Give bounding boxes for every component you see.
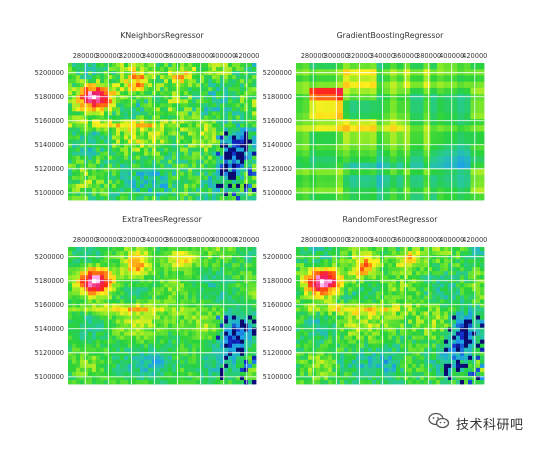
y-tick-label: 5100000 [263, 189, 292, 197]
watermark-text: 技术科研吧 [456, 417, 524, 433]
y-tick-label: 5200000 [263, 253, 292, 261]
subplot-3: 2800003000003200003400003600003800004000… [35, 215, 259, 385]
y-tick-label: 5160000 [35, 117, 64, 125]
subplot-title: RandomForestRegressor [343, 215, 439, 224]
x-tick-label: 320000 [119, 52, 144, 60]
y-tick-label: 5160000 [35, 301, 64, 309]
x-tick-label: 340000 [142, 52, 167, 60]
watermark: 技术科研吧 [428, 412, 524, 434]
y-tick-label: 5100000 [263, 373, 292, 381]
y-tick-label: 5100000 [35, 373, 64, 381]
x-tick-label: 380000 [188, 236, 213, 244]
x-tick-label: 320000 [347, 52, 372, 60]
x-tick-label: 300000 [96, 236, 121, 244]
x-tick-label: 380000 [188, 52, 213, 60]
x-tick-label: 320000 [347, 236, 372, 244]
y-tick-label: 5180000 [263, 277, 292, 285]
y-tick-label: 5160000 [263, 117, 292, 125]
x-tick-label: 380000 [416, 52, 441, 60]
subplot-title: GradientBoostingRegressor [337, 31, 445, 40]
x-tick-label: 340000 [370, 236, 395, 244]
subplot-title: KNeighborsRegressor [120, 31, 204, 40]
wechat-icon [428, 412, 450, 434]
heatmap-image [296, 247, 485, 385]
subplot-2: 2800003000003200003400003600003800004000… [263, 31, 487, 201]
x-tick-label: 300000 [324, 52, 349, 60]
x-tick-label: 320000 [119, 236, 144, 244]
x-tick-label: 340000 [142, 236, 167, 244]
x-tick-label: 280000 [301, 52, 326, 60]
heatmap-image [68, 63, 257, 201]
y-tick-label: 5140000 [263, 325, 292, 333]
y-tick-label: 5120000 [35, 165, 64, 173]
x-tick-label: 400000 [439, 52, 464, 60]
x-tick-label: 420000 [462, 236, 487, 244]
y-tick-label: 5140000 [35, 325, 64, 333]
y-tick-label: 5120000 [35, 349, 64, 357]
subplot-title: ExtraTreesRegressor [122, 215, 202, 224]
x-tick-label: 380000 [416, 236, 441, 244]
y-tick-label: 5100000 [35, 189, 64, 197]
y-tick-label: 5200000 [35, 253, 64, 261]
x-tick-label: 400000 [439, 236, 464, 244]
x-tick-label: 360000 [165, 236, 190, 244]
y-tick-label: 5180000 [263, 93, 292, 101]
x-tick-label: 300000 [96, 52, 121, 60]
y-tick-label: 5120000 [263, 165, 292, 173]
x-tick-label: 420000 [234, 236, 259, 244]
x-tick-label: 400000 [211, 52, 236, 60]
x-tick-label: 420000 [234, 52, 259, 60]
x-tick-label: 280000 [73, 52, 98, 60]
heatmap-image [68, 247, 257, 385]
x-tick-label: 360000 [393, 52, 418, 60]
x-tick-label: 280000 [301, 236, 326, 244]
x-tick-label: 300000 [324, 236, 349, 244]
y-tick-label: 5140000 [35, 141, 64, 149]
x-tick-label: 340000 [370, 52, 395, 60]
heatmap-image [296, 63, 485, 201]
subplot-4: 2800003000003200003400003600003800004000… [263, 215, 487, 385]
y-tick-label: 5200000 [35, 69, 64, 77]
x-tick-label: 400000 [211, 236, 236, 244]
x-tick-label: 360000 [393, 236, 418, 244]
subplot-1: 2800003000003200003400003600003800004000… [35, 31, 259, 201]
y-tick-label: 5180000 [35, 93, 64, 101]
y-tick-label: 5160000 [263, 301, 292, 309]
y-tick-label: 5120000 [263, 349, 292, 357]
x-tick-label: 280000 [73, 236, 98, 244]
y-tick-label: 5200000 [263, 69, 292, 77]
x-tick-label: 360000 [165, 52, 190, 60]
x-tick-label: 420000 [462, 52, 487, 60]
y-tick-label: 5180000 [35, 277, 64, 285]
y-tick-label: 5140000 [263, 141, 292, 149]
